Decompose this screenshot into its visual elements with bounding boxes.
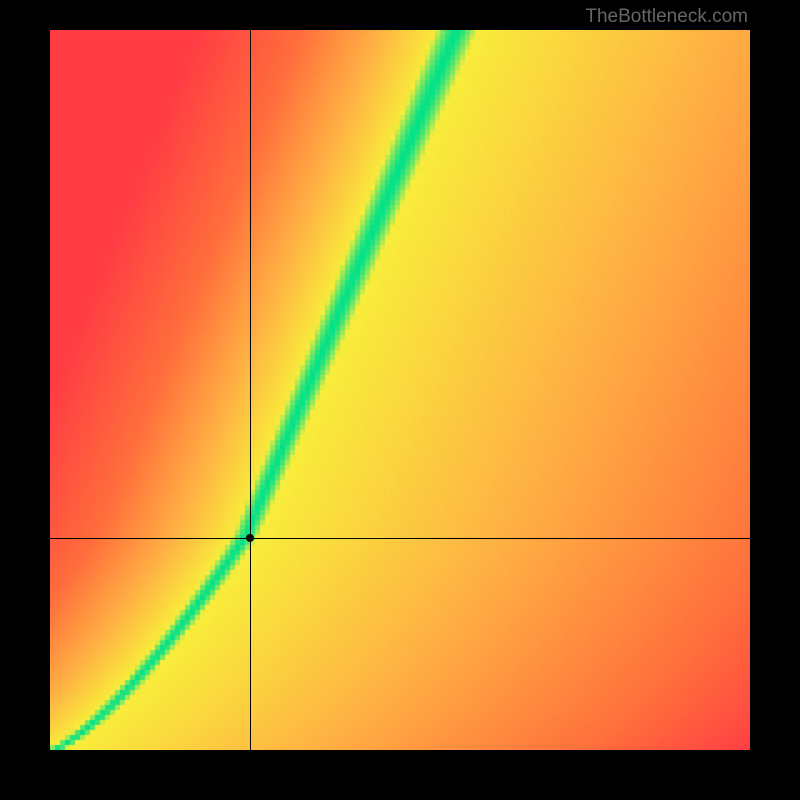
crosshair-marker [246,534,254,542]
crosshair-vertical [250,30,251,750]
heatmap-canvas [50,30,750,750]
watermark-text: TheBottleneck.com [585,6,748,28]
heatmap-plot [50,30,750,750]
crosshair-horizontal [50,538,750,539]
